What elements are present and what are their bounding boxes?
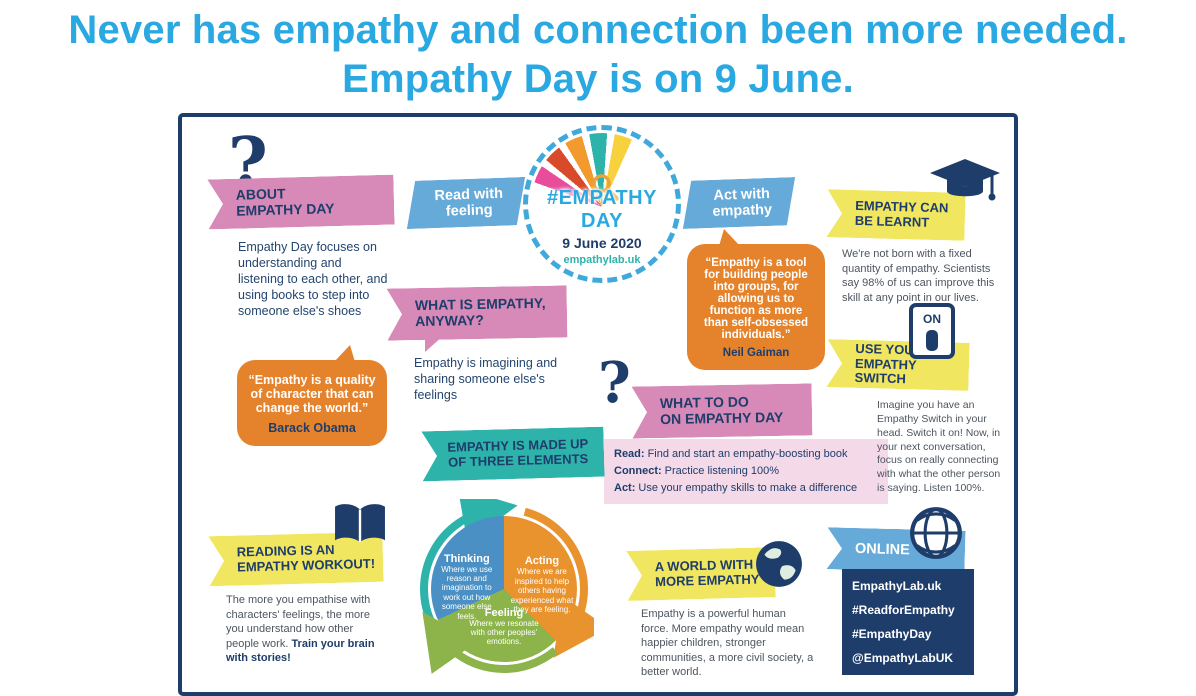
what-to-do-label: Act: bbox=[614, 482, 636, 495]
what-to-do-label: Read: bbox=[614, 448, 645, 460]
what-to-do-text: Use your empathy skills to make a differ… bbox=[638, 482, 858, 495]
quote-bubble-barack-obama: “Empathy is a quality of character that … bbox=[237, 345, 387, 446]
banner-what-is-tail bbox=[425, 336, 443, 352]
about-body-text: Empathy Day focuses on understanding and… bbox=[238, 240, 388, 318]
infographic-poster: ? ABOUT EMPATHY DAY Empathy Day focuses … bbox=[178, 113, 1018, 696]
what-to-do-text: Find and start an empathy-boosting book bbox=[647, 448, 848, 460]
earth-icon bbox=[756, 541, 802, 587]
empathy-day-logo: #EMPATHY DAY 9 June 2020 empathylab.uk bbox=[523, 125, 681, 283]
learnt-body-text: We're not born with a fixed quantity of … bbox=[842, 248, 995, 304]
online-link-website: EmpathyLab.uk bbox=[852, 579, 942, 593]
page-title-line2: Empathy Day is on 9 June. bbox=[342, 57, 854, 101]
logo-rays bbox=[531, 133, 673, 275]
switch-on-label: ON bbox=[923, 312, 941, 326]
banner-act-with-empathy: Act with empathy bbox=[681, 177, 797, 229]
what-to-do-item-read: Read: Find and start an empathy-boosting … bbox=[614, 446, 882, 463]
what-to-do-item-connect: Connect: Practice listening 100% bbox=[614, 463, 882, 480]
banner-world-label: A WORLD WITH MORE EMPATHY bbox=[654, 557, 760, 590]
banner-online-label: ONLINE bbox=[854, 540, 910, 559]
banner-read-with-feeling: Read with feeling bbox=[405, 177, 527, 229]
banner-elements-label: EMPATHY IS MADE UP OF THREE ELEMENTS bbox=[447, 436, 589, 470]
segment-desc: Where we are inspired to help others hav… bbox=[510, 567, 574, 615]
page-title-line1: Never has empathy and connection been mo… bbox=[68, 8, 1128, 52]
online-links-box: EmpathyLab.uk #ReadforEmpathy #EmpathyDa… bbox=[842, 569, 974, 675]
what-to-do-item-act: Act: Use your empathy skills to make a di… bbox=[614, 480, 882, 497]
gaiman-quote-text: “Empathy is a tool for building people i… bbox=[703, 257, 809, 341]
obama-quote-text: “Empathy is a quality of character that … bbox=[248, 373, 376, 415]
online-link-readforempathy: #ReadforEmpathy bbox=[852, 603, 955, 617]
pie-segment-feeling: Feeling Where we resonate with other peo… bbox=[465, 607, 544, 647]
page-title: Never has empathy and connection been mo… bbox=[0, 6, 1196, 104]
workout-body-bold: Train your brain with stories! bbox=[226, 637, 375, 665]
logo-website: empathylab.uk bbox=[563, 254, 641, 266]
banner-what-to-do-label: WHAT TO DO ON EMPATHY DAY bbox=[659, 393, 784, 428]
what-to-do-text: Practice listening 100% bbox=[664, 465, 780, 478]
workout-body: The more you empathise with characters' … bbox=[226, 594, 371, 650]
logo-date: 9 June 2020 bbox=[562, 235, 642, 251]
banner-read-label: Read with feeling bbox=[434, 185, 504, 220]
banner-act-label: Act with empathy bbox=[712, 185, 773, 220]
banner-three-elements: EMPATHY IS MADE UP OF THREE ELEMENTS bbox=[421, 427, 604, 482]
banner-what-is-label: WHAT IS EMPATHY, ANYWAY? bbox=[414, 295, 546, 330]
world-body-text: Empathy is a powerful human force. More … bbox=[641, 608, 814, 679]
segment-name: Feeling bbox=[484, 606, 524, 619]
book-icon bbox=[335, 504, 385, 543]
banner-about-label: ABOUT EMPATHY DAY bbox=[235, 185, 335, 219]
logo-hashtag: #EMPATHY bbox=[547, 187, 657, 209]
what-is-body-text: Empathy is imagining and sharing someone… bbox=[414, 356, 558, 402]
banner-what-is-empathy: WHAT IS EMPATHY, ANYWAY? bbox=[387, 285, 568, 340]
globe-wireframe-icon bbox=[910, 507, 962, 559]
segment-desc: Where we resonate with other peoples' em… bbox=[469, 618, 539, 647]
three-elements-pie-chart: Thinking Where we use reason and imagina… bbox=[431, 516, 577, 662]
segment-name: Thinking bbox=[443, 552, 490, 565]
what-to-do-list: Read: Find and start an empathy-boosting … bbox=[604, 439, 888, 505]
segment-name: Acting bbox=[524, 555, 560, 568]
logo-day: DAY bbox=[581, 210, 623, 232]
question-mark-icon: ? bbox=[598, 350, 631, 416]
online-link-handle: @EmpathyLabUK bbox=[852, 651, 954, 665]
pie-cycle-arrows-icon bbox=[420, 499, 594, 674]
empathy-switch-icon: ON bbox=[909, 303, 955, 359]
graduation-cap-icon bbox=[930, 159, 1000, 201]
quote-bubble-neil-gaiman: “Empathy is a tool for building people i… bbox=[687, 229, 825, 370]
banner-about-empathy-day: ABOUT EMPATHY DAY bbox=[207, 175, 394, 230]
online-link-empathyday: #EmpathyDay bbox=[852, 627, 932, 641]
pie-segment-acting: Acting Where we are inspired to help oth… bbox=[508, 555, 575, 614]
workout-body-text: The more you empathise with characters' … bbox=[226, 593, 384, 666]
what-to-do-label: Connect: bbox=[614, 465, 662, 478]
magnifier-icon bbox=[592, 174, 619, 201]
obama-quote-author: Barack Obama bbox=[268, 421, 356, 435]
switch-body-text: Imagine you have an Empathy Switch in yo… bbox=[877, 399, 1001, 495]
banner-what-to-do: WHAT TO DO ON EMPATHY DAY bbox=[632, 383, 813, 438]
gaiman-quote-author: Neil Gaiman bbox=[722, 347, 790, 359]
